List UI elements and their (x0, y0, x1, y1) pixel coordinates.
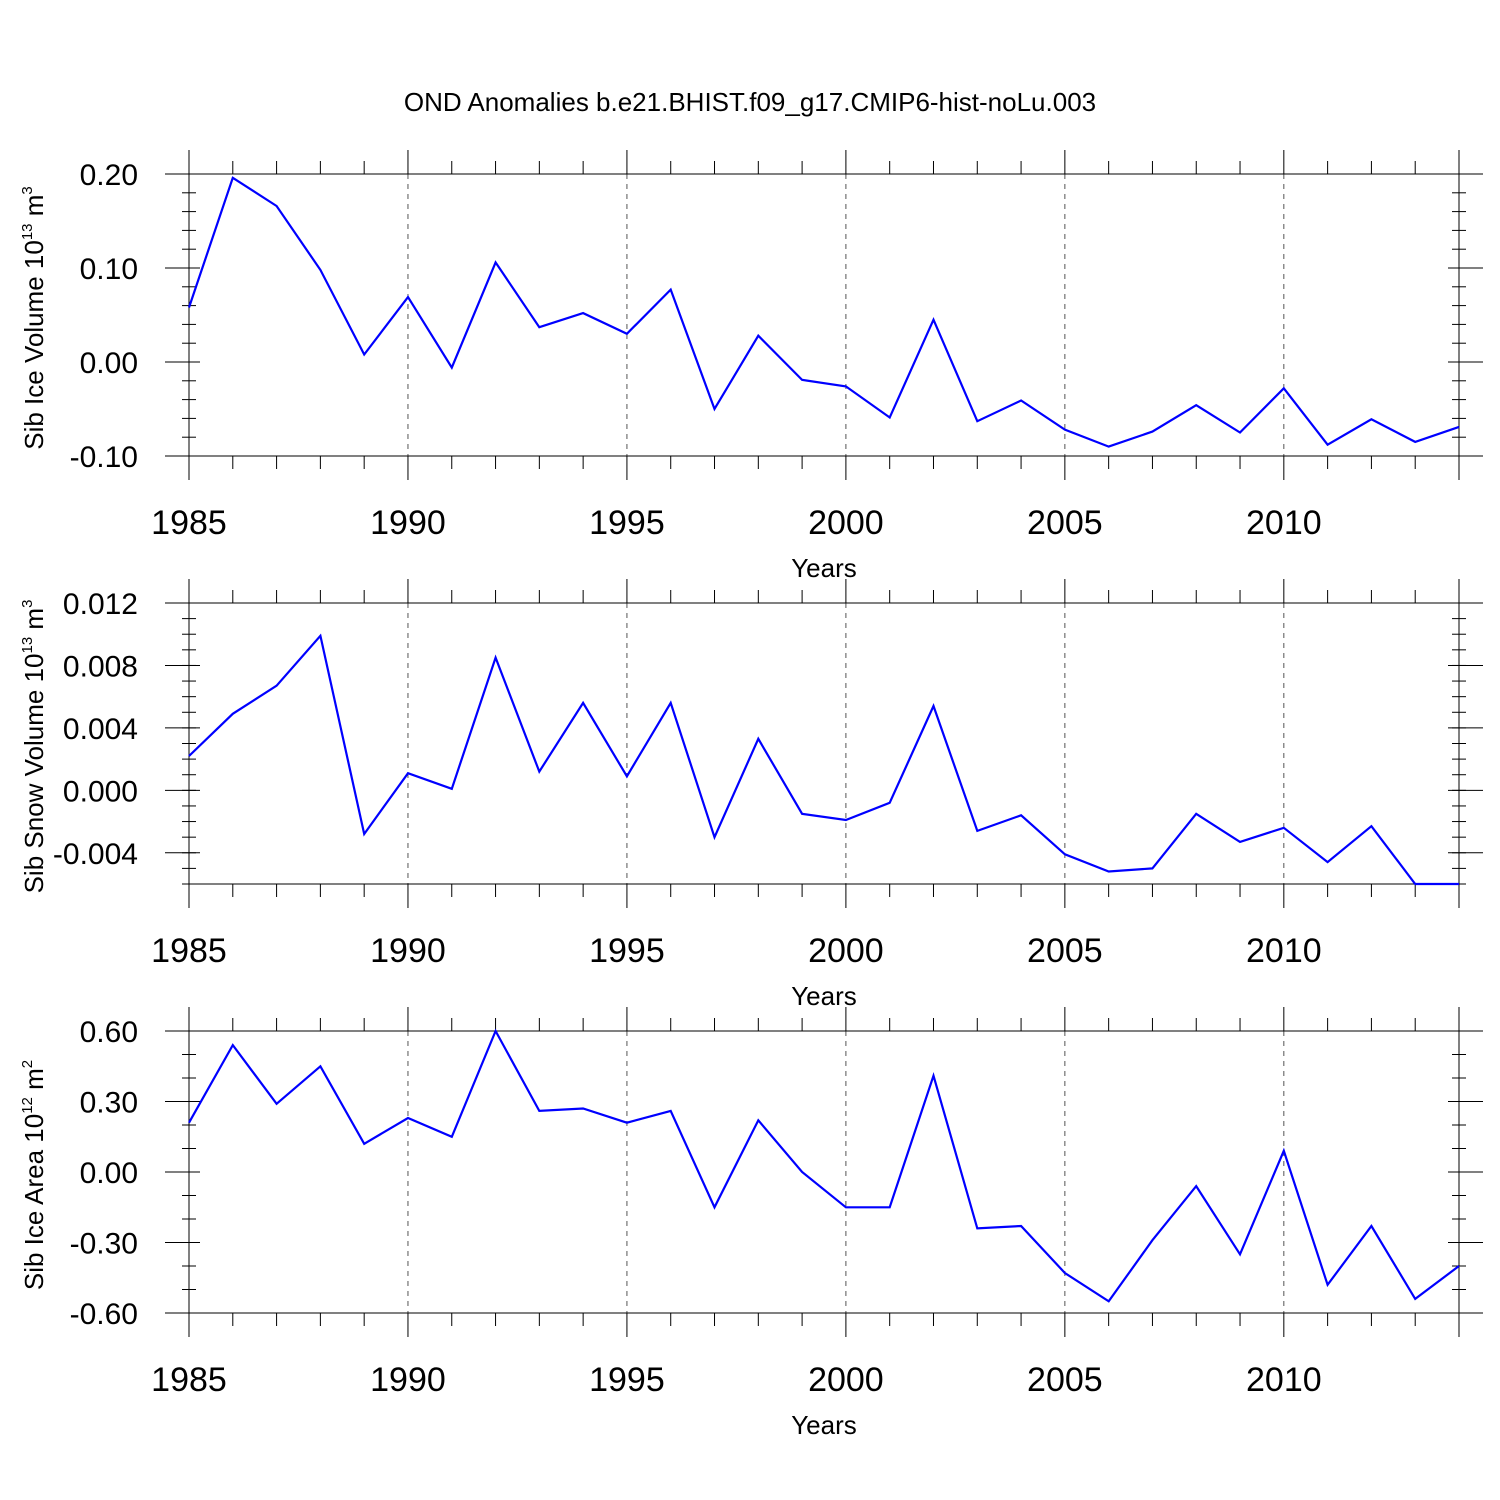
y-tick-label: 0.004 (63, 713, 138, 746)
y-axis-label-text: Sib Ice Volume 10 (19, 240, 49, 450)
panel-snow-volume: -0.004 0.000 0.004 0.008 0.012 1985 1990 1995 20… (19, 579, 1483, 1011)
y-tick-label: -0.10 (70, 441, 138, 474)
x-tick-label: 2005 (1027, 932, 1103, 970)
y-axis-label-text: Sib Ice Area 10 (19, 1114, 49, 1290)
series-line-ice-area (188, 1028, 1460, 1303)
y-axis-label: Sib Snow Volume 1013 m3 (19, 600, 49, 894)
plot-frame (188, 602, 1460, 885)
x-tick-label: 2005 (1027, 504, 1103, 542)
y-tick-label: -0.60 (70, 1298, 138, 1331)
y-axis-label: Sib Ice Volume 1013 m3 (19, 186, 49, 450)
plot-frame (188, 1030, 1460, 1314)
x-axis-label: Years (791, 553, 857, 583)
y-tick-label: 0.012 (63, 588, 138, 621)
x-tick-label: 1995 (589, 1361, 665, 1399)
y-axis-label-superscript: 3 (19, 186, 36, 194)
y-axis-label-superscript: 2 (19, 1060, 36, 1068)
x-tick-label: 1995 (589, 932, 665, 970)
x-tick-label: 1990 (370, 504, 446, 542)
x-axis-label: Years (791, 1410, 857, 1440)
chart-title: OND Anomalies b.e21.BHIST.f09_g17.CMIP6-… (404, 87, 1096, 117)
y-tick-label: 0.60 (80, 1016, 138, 1049)
x-tick-label: 2010 (1246, 932, 1322, 970)
y-axis-label-superscript: 13 (19, 223, 36, 240)
y-axis-label-superscript: 12 (19, 1097, 36, 1114)
y-axis-label-superscript: 13 (19, 637, 36, 654)
y-axis-label-text: m (19, 195, 49, 224)
y-axis-label-text: m (19, 1068, 49, 1097)
x-tick-label: 2000 (808, 1361, 884, 1399)
series-line-snow-volume (188, 633, 1459, 886)
y-tick-label: -0.30 (70, 1228, 138, 1261)
series-line-ice-volume (187, 176, 1460, 448)
x-tick-label: 2005 (1027, 1361, 1103, 1399)
plot-frame (188, 173, 1460, 457)
x-tick-label: 2000 (808, 504, 884, 542)
panel-ice-volume: -0.10 0.00 0.10 0.20 1985 1990 1995 2000 2005 201… (19, 150, 1483, 583)
x-tick-label: 1995 (589, 504, 665, 542)
x-tick-label: 1985 (151, 1361, 227, 1399)
y-tick-label: 0.30 (80, 1087, 138, 1120)
x-tick-label: 1990 (370, 1361, 446, 1399)
panel-ice-area: -0.60 -0.30 0.00 0.30 0.60 1985 1990 1995 2000 20… (19, 1007, 1483, 1440)
y-tick-label: 0.20 (80, 159, 138, 192)
x-tick-label: 2010 (1246, 504, 1322, 542)
x-tick-label: 1985 (151, 504, 227, 542)
y-tick-label: 0.000 (63, 775, 138, 808)
x-axis-label: Years (791, 981, 857, 1011)
x-tick-label: 2000 (808, 932, 884, 970)
y-tick-label: 0.10 (80, 253, 138, 286)
y-tick-label: -0.004 (53, 838, 138, 871)
y-axis-label: Sib Ice Area 1012 m2 (19, 1060, 49, 1290)
y-tick-label: 0.00 (80, 347, 138, 380)
x-tick-label: 1985 (151, 932, 227, 970)
y-axis-label-text: Sib Snow Volume 10 (19, 653, 49, 893)
y-axis-label-superscript: 3 (19, 600, 36, 608)
y-axis-label-text: m (19, 608, 49, 637)
y-tick-label: 0.008 (63, 650, 138, 683)
x-tick-label: 1990 (370, 932, 446, 970)
y-tick-label: 0.00 (80, 1157, 138, 1190)
x-tick-label: 2010 (1246, 1361, 1322, 1399)
